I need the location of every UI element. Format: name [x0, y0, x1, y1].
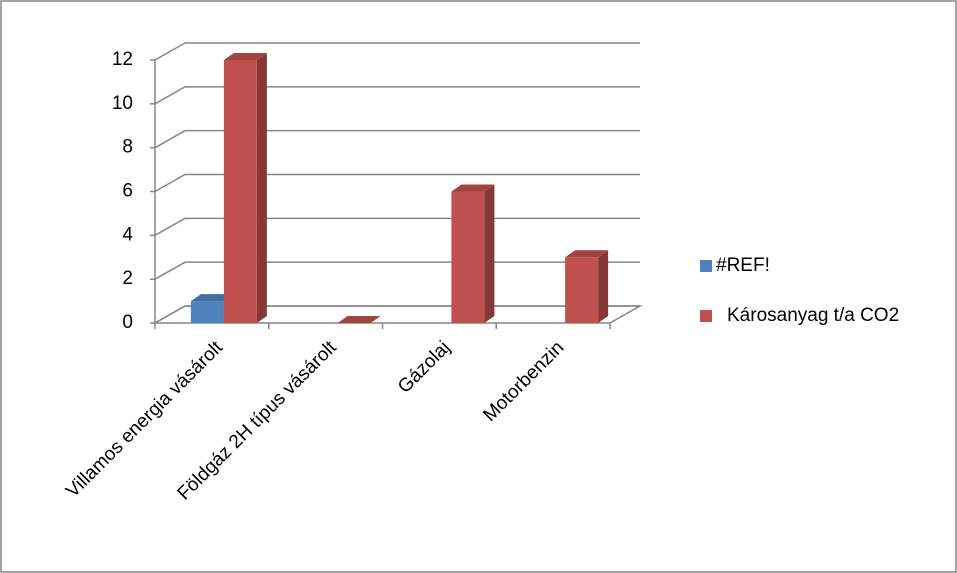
bar-top	[190, 294, 234, 302]
y-tick-label: 0	[122, 312, 133, 333]
bar-top	[451, 184, 495, 192]
legend-swatch	[700, 310, 712, 322]
bar	[223, 53, 267, 323]
grid-line	[154, 42, 640, 61]
bar	[565, 250, 609, 323]
y-tick-label: 4	[122, 224, 133, 245]
bar-front	[223, 60, 257, 323]
grid-line	[154, 86, 640, 105]
bar-side	[256, 53, 267, 323]
legend-label: Károsanyag t/a CO2	[727, 305, 899, 326]
legend-swatch	[700, 260, 712, 272]
y-tick-label: 6	[122, 181, 133, 202]
bar-top	[337, 316, 381, 323]
bar-front	[565, 257, 599, 323]
y-tick-label: 10	[112, 93, 133, 114]
bar	[337, 316, 381, 323]
legend-label: #REF!	[716, 255, 770, 276]
y-tick-label: 2	[122, 268, 133, 289]
y-tick-label: 12	[112, 49, 133, 70]
grid-line	[154, 173, 640, 193]
bar-side	[484, 184, 495, 323]
bar-front	[451, 191, 485, 323]
bar	[451, 184, 495, 323]
bar-top	[565, 250, 609, 258]
bar-side	[598, 250, 609, 323]
y-tick-label: 8	[122, 137, 133, 158]
bar-top	[223, 53, 267, 60]
grid-line	[154, 129, 640, 149]
bar-front	[190, 301, 224, 323]
